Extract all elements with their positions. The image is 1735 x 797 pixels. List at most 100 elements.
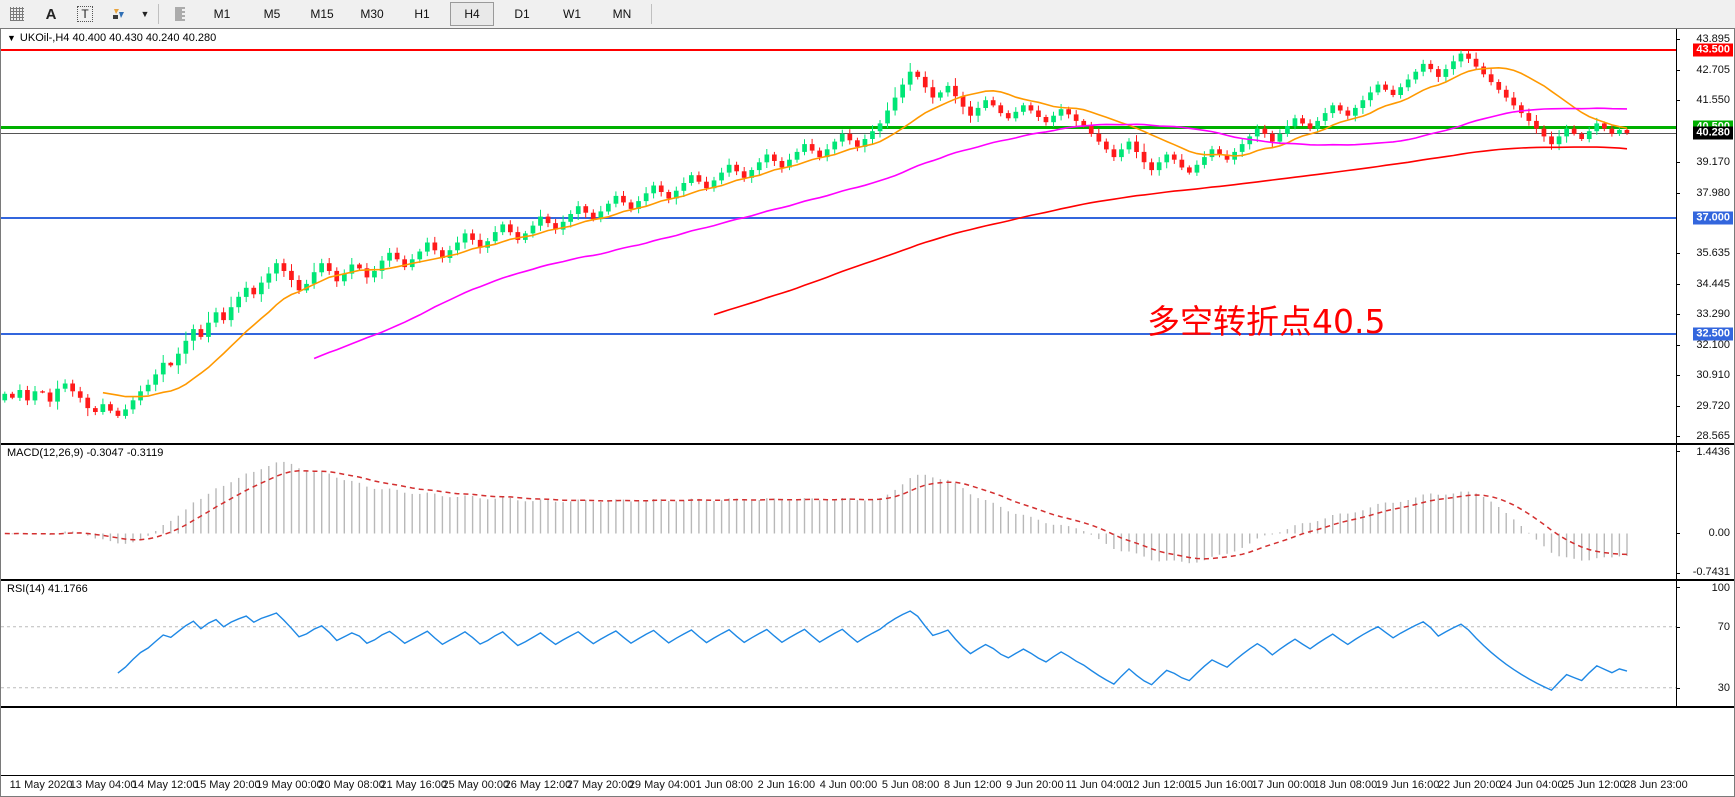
price-tick: [1676, 375, 1680, 377]
chart-menu-caret-icon[interactable]: ▼: [7, 33, 16, 43]
symbol-info: ▼ UKOil-,H4 40.400 40.430 40.240 40.280: [7, 32, 216, 44]
time-tick-label: 18 Jun 08:00: [1313, 779, 1378, 791]
horizontal-level-line[interactable]: [1, 132, 1676, 134]
time-tick-label: 22 Jun 20:00: [1437, 779, 1502, 791]
time-tick-label: 19 Jun 16:00: [1375, 779, 1440, 791]
rsi-tick: [1676, 626, 1680, 628]
price-tick: [1676, 313, 1680, 315]
horizontal-level-line[interactable]: [1, 216, 1676, 219]
time-tick-label: 4 Jun 00:00: [819, 779, 878, 791]
time-tick-label: 15 Jun 16:00: [1189, 779, 1253, 791]
price-tick-label: 35.635: [1696, 247, 1730, 260]
price-tick-label: 32.100: [1696, 338, 1730, 351]
timeframe-m1[interactable]: M1: [213, 7, 231, 21]
price-tick-label: 42.705: [1696, 64, 1730, 77]
time-tick-label: 24 Jun 04:00: [1499, 779, 1564, 791]
pane-divider-2[interactable]: [1, 579, 1734, 581]
rsi-pane[interactable]: RSI(14) 41.1766 100 70 30: [1, 581, 1734, 706]
timeframe-m30[interactable]: M30: [360, 7, 384, 21]
timeframe-d1[interactable]: D1: [514, 7, 530, 21]
timeframe-h1[interactable]: H1: [414, 7, 430, 21]
time-tick-label: 13 May 04:00: [69, 779, 137, 791]
chevron-down-icon[interactable]: ▼: [140, 9, 150, 19]
rsi-label: RSI(14) 41.1766: [7, 583, 88, 595]
rsi-tick-label: 100: [1711, 582, 1730, 594]
periods-icon[interactable]: [164, 1, 196, 27]
time-tick-label: 15 May 20:00: [194, 779, 261, 791]
time-tick-label: 28 Jun 23:00: [1624, 779, 1688, 791]
price-level-badge[interactable]: 37.000: [1693, 211, 1733, 225]
toolbar-separator: [158, 4, 159, 24]
macd-tick: [1676, 533, 1680, 535]
price-tick: [1676, 100, 1680, 102]
candlestick-series: [1, 29, 1676, 443]
time-tick-label: 25 May 00:00: [442, 779, 510, 791]
macd-scale[interactable]: 1.4436 0.00 -0.7431: [1676, 445, 1734, 579]
time-tick-label: 5 Jun 08:00: [881, 779, 940, 791]
timeframe-m15[interactable]: M15: [310, 7, 334, 21]
time-tick-label: 29 May 04:00: [628, 779, 696, 791]
time-tick-label: 20 May 08:00: [318, 779, 385, 791]
price-level-badge[interactable]: 32.500: [1693, 327, 1733, 341]
time-tick-label: 14 May 12:00: [131, 779, 199, 791]
timeframe-w1[interactable]: W1: [563, 7, 581, 21]
rsi-scale[interactable]: 100 70 30: [1676, 581, 1734, 706]
chart-annotation-text: 多空转折点40.5: [1147, 302, 1386, 341]
time-axis[interactable]: 11 May 2020 13 May 04:00 14 May 12:00 15 Ma…: [1, 775, 1734, 796]
grid-icon[interactable]: [1, 1, 33, 27]
time-tick-label: 21 May 16:00: [380, 779, 448, 791]
toolbar: A T ▼ M1 M5 M15 M30 H1 H4: [0, 0, 1735, 29]
price-tick-label: 34.445: [1696, 277, 1730, 290]
price-tick-label: 30.910: [1696, 369, 1730, 382]
time-tick-label: 11 Jun 04:00: [1065, 779, 1129, 791]
rsi-tick: [1676, 687, 1680, 689]
time-tick-label: 9 Jun 20:00: [1006, 779, 1064, 791]
rsi-tick: [1676, 587, 1680, 588]
time-tick-label: 27 May 20:00: [566, 779, 634, 791]
horizontal-level-line[interactable]: [1, 333, 1676, 336]
horizontal-level-line[interactable]: [1, 48, 1676, 51]
price-level-badge[interactable]: 43.500: [1693, 43, 1733, 57]
price-tick-label: 39.170: [1696, 155, 1730, 168]
pane-divider-3[interactable]: [1, 706, 1734, 708]
objects-icon[interactable]: [103, 1, 135, 27]
macd-label: MACD(12,26,9) -0.3047 -0.3119: [7, 447, 164, 459]
macd-series: [1, 445, 1676, 579]
label-tool-icon[interactable]: T: [69, 1, 101, 27]
price-scale[interactable]: 43.895 42.705 41.550 39.170 37.980 35.635 34.4…: [1676, 29, 1734, 443]
time-tick-label: 17 Jun 00:00: [1251, 779, 1316, 791]
toolbar-separator-2: [651, 4, 652, 24]
time-tick-label: 25 Jun 12:00: [1562, 779, 1626, 791]
price-tick: [1676, 192, 1680, 194]
horizontal-level-line[interactable]: [1, 125, 1676, 129]
timeframe-h4[interactable]: H4: [450, 2, 494, 26]
rsi-tick-label: 30: [1717, 681, 1730, 694]
macd-tick-label: -0.7431: [1692, 566, 1730, 578]
price-tick-label: 37.980: [1696, 186, 1730, 199]
price-tick-label: 29.720: [1696, 400, 1730, 413]
macd-tick-label: 0.00: [1708, 527, 1730, 540]
price-tick: [1676, 344, 1680, 346]
price-tick: [1676, 253, 1680, 255]
macd-plot[interactable]: [1, 445, 1676, 579]
timeframe-mn[interactable]: MN: [612, 7, 632, 21]
price-level-badge[interactable]: 40.280: [1693, 126, 1733, 140]
price-tick-label: 28.565: [1696, 430, 1730, 443]
timeframe-m5[interactable]: M5: [263, 7, 281, 21]
price-tick-label: 41.550: [1696, 94, 1730, 107]
macd-pane[interactable]: MACD(12,26,9) -0.3047 -0.3119 1.4436 0.00…: [1, 445, 1734, 579]
text-tool-icon[interactable]: A: [45, 5, 57, 23]
price-plot[interactable]: [1, 29, 1676, 443]
time-tick-label: 12 Jun 12:00: [1127, 779, 1191, 791]
time-tick-label: 26 May 12:00: [504, 779, 572, 791]
time-tick-label: 1 Jun 08:00: [695, 779, 754, 791]
pane-divider-1[interactable]: [1, 443, 1734, 445]
price-tick: [1676, 39, 1680, 41]
price-pane[interactable]: ▼ UKOil-,H4 40.400 40.430 40.240 40.280 4…: [1, 29, 1734, 443]
symbol-text: UKOil-,H4 40.400 40.430 40.240 40.280: [19, 32, 217, 44]
price-tick-label: 33.290: [1696, 307, 1730, 320]
price-tick: [1676, 436, 1680, 438]
price-tick: [1676, 70, 1680, 72]
rsi-plot[interactable]: [1, 581, 1676, 706]
